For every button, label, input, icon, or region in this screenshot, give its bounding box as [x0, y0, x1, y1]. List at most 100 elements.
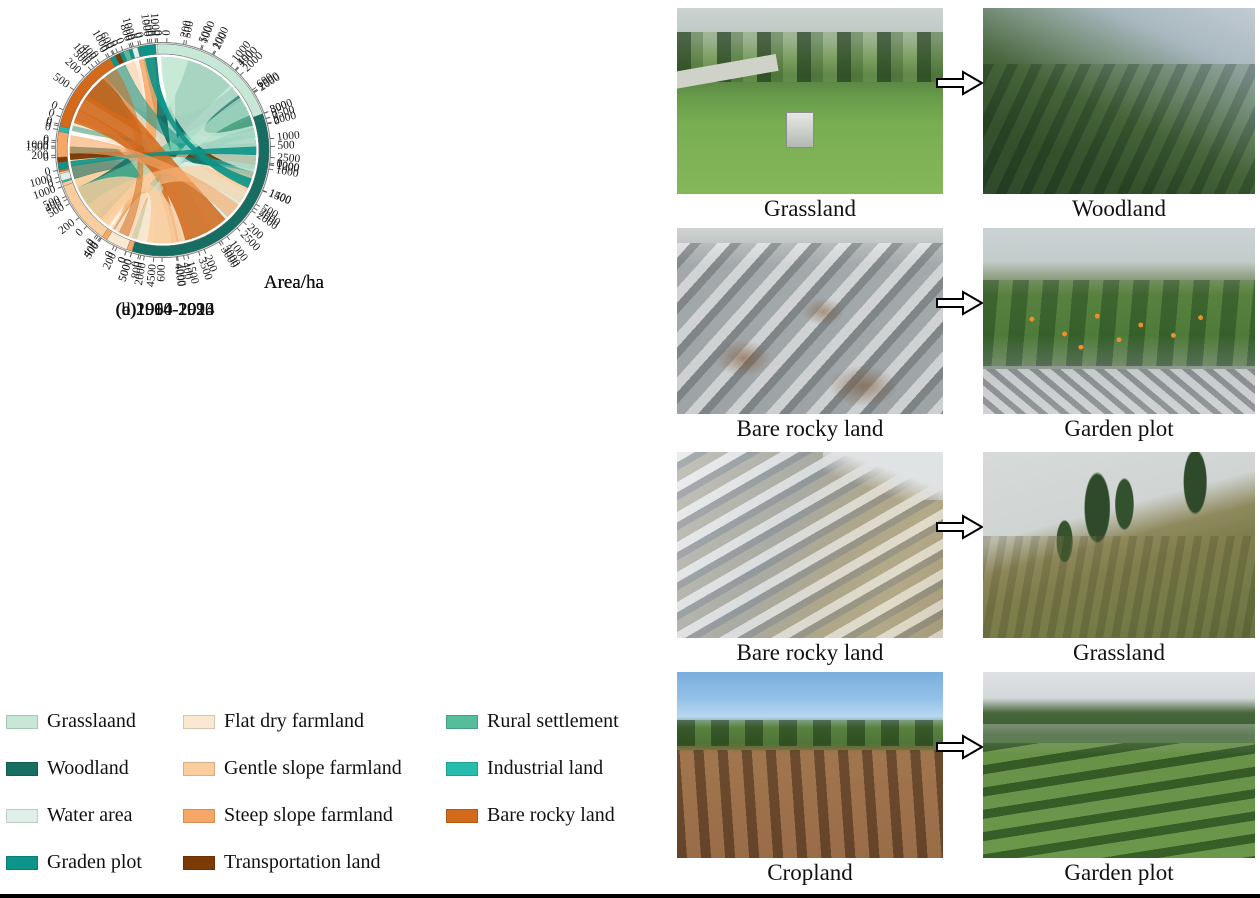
svg-text:1000: 1000	[148, 12, 162, 36]
legend-label: Bare rocky land	[487, 804, 615, 826]
photo-cropland	[677, 672, 943, 858]
legend-swatch	[183, 808, 215, 823]
legend: Grasslaand Flat dry farmland Rural settl…	[6, 698, 658, 886]
photo-row-1: Grassland Woodland	[660, 8, 1260, 230]
legend-swatch	[6, 808, 38, 823]
svg-text:0: 0	[151, 30, 163, 37]
svg-text:4000: 4000	[172, 263, 187, 288]
chart-caption: (b)1990-2014	[115, 299, 215, 319]
svg-text:2000: 2000	[241, 50, 266, 75]
field-photos-panel: Grassland Woodland Bare rocky land Garde…	[660, 0, 1260, 898]
svg-text:0: 0	[130, 260, 143, 269]
photo-row-3: Bare rocky land Grassland	[660, 452, 1260, 674]
svg-text:0: 0	[89, 240, 102, 252]
axis-unit-label: Area/ha	[263, 272, 324, 293]
svg-text:0: 0	[44, 166, 52, 179]
svg-text:2500: 2500	[277, 152, 301, 166]
svg-text:0: 0	[47, 107, 56, 120]
svg-text:0: 0	[103, 40, 116, 51]
svg-text:0: 0	[45, 115, 54, 128]
legend-label: Transportation land	[224, 851, 381, 873]
svg-text:2000: 2000	[256, 206, 282, 229]
legend-item-rural-settlement: Rural settlement	[446, 710, 652, 733]
svg-text:0: 0	[124, 33, 137, 42]
road-shape	[677, 53, 779, 91]
svg-text:1000: 1000	[25, 139, 49, 152]
photo-label: Grassland	[1073, 640, 1165, 665]
photo-bare-rocky-land-1	[677, 228, 943, 414]
svg-text:0: 0	[107, 38, 120, 49]
svg-text:0: 0	[273, 115, 282, 128]
svg-text:600: 600	[155, 264, 167, 282]
svg-text:0: 0	[151, 30, 163, 37]
photo-row-4: Cropland Garden plot	[660, 672, 1260, 894]
legend-swatch	[6, 714, 38, 729]
svg-text:1000: 1000	[28, 173, 54, 190]
legend-swatch	[183, 855, 215, 870]
legend-item-woodland: Woodland	[6, 757, 183, 780]
svg-text:1500: 1500	[25, 141, 48, 153]
svg-text:0: 0	[271, 109, 280, 122]
chord-figure-d: 0 1000 2000 3000 0 1000 2000 3000 4000 5000 0 0 1000…	[0, 0, 330, 322]
svg-text:4500: 4500	[145, 263, 159, 287]
svg-text:0: 0	[161, 29, 173, 35]
svg-text:0: 0	[103, 249, 116, 260]
svg-text:0: 0	[132, 31, 145, 39]
svg-text:0: 0	[122, 33, 135, 42]
axis-unit-label: Area/ha	[263, 272, 324, 293]
orange-fruit-dots	[983, 287, 1255, 362]
photo-label: Garden plot	[1064, 860, 1174, 885]
transition-arrow-icon	[936, 514, 984, 540]
svg-text:1000: 1000	[276, 159, 301, 174]
legend-label: Graden plot	[47, 851, 142, 873]
legend-swatch	[446, 761, 478, 776]
svg-text:2000: 2000	[272, 110, 298, 127]
photo-label: Bare rocky land	[736, 640, 884, 665]
legend-item-industrial-land: Industrial land	[446, 757, 652, 780]
svg-text:0: 0	[49, 99, 59, 112]
svg-text:0: 0	[88, 49, 101, 61]
legend-label: Steep slope farmland	[224, 804, 393, 826]
legend-item-water-area: Water area	[6, 804, 183, 827]
svg-text:0: 0	[96, 44, 109, 55]
photo-grassland-hill	[983, 452, 1255, 638]
photo-label: Woodland	[1072, 196, 1166, 221]
legend-label: Gentle slope farmland	[224, 757, 402, 779]
legend-swatch	[446, 714, 478, 729]
legend-item-transportation-land: Transportation land	[183, 851, 446, 874]
svg-text:1000: 1000	[276, 129, 300, 143]
svg-text:0: 0	[276, 158, 283, 171]
svg-text:200: 200	[179, 19, 194, 38]
svg-text:500: 500	[277, 139, 295, 152]
legend-label: Industrial land	[487, 757, 604, 779]
svg-text:500: 500	[141, 19, 155, 38]
legend-label: Water area	[47, 804, 133, 826]
svg-text:1000: 1000	[138, 13, 153, 38]
svg-text:0: 0	[43, 135, 50, 147]
svg-text:0: 0	[45, 117, 54, 130]
chord-diagrams-panel: 0 500 1000 1500 2000 2500 0 500 1000 1500 2000 0 0 0 5…	[0, 0, 660, 660]
photo-garden-plot-tea	[983, 672, 1255, 858]
bottom-border-rule	[0, 894, 1260, 898]
svg-text:0: 0	[46, 177, 55, 190]
legend-label: Rural settlement	[487, 710, 619, 732]
legend-item-bare-rocky-land: Bare rocky land	[446, 804, 652, 827]
legend-swatch	[6, 855, 38, 870]
photo-label: Bare rocky land	[736, 416, 884, 441]
chart-caption: (d)1964-2023	[115, 299, 215, 319]
svg-text:500: 500	[181, 20, 196, 40]
svg-text:500: 500	[197, 24, 214, 45]
svg-text:800: 800	[268, 99, 289, 116]
svg-text:1000: 1000	[275, 164, 300, 180]
svg-text:0: 0	[43, 133, 50, 145]
legend-item-gentle-slope-farmland: Gentle slope farmland	[183, 757, 446, 780]
photo-label: Cropland	[767, 860, 853, 885]
chord-chart-1964-2023: 0 100020003000010002000300040005000001000…	[32, 12, 301, 287]
legend-swatch	[446, 808, 478, 823]
svg-text:1200: 1200	[276, 160, 301, 175]
legend-label: Flat dry farmland	[224, 710, 364, 732]
svg-text:0: 0	[116, 255, 129, 265]
transition-arrow-icon	[936, 290, 984, 316]
svg-text:200: 200	[31, 149, 49, 162]
